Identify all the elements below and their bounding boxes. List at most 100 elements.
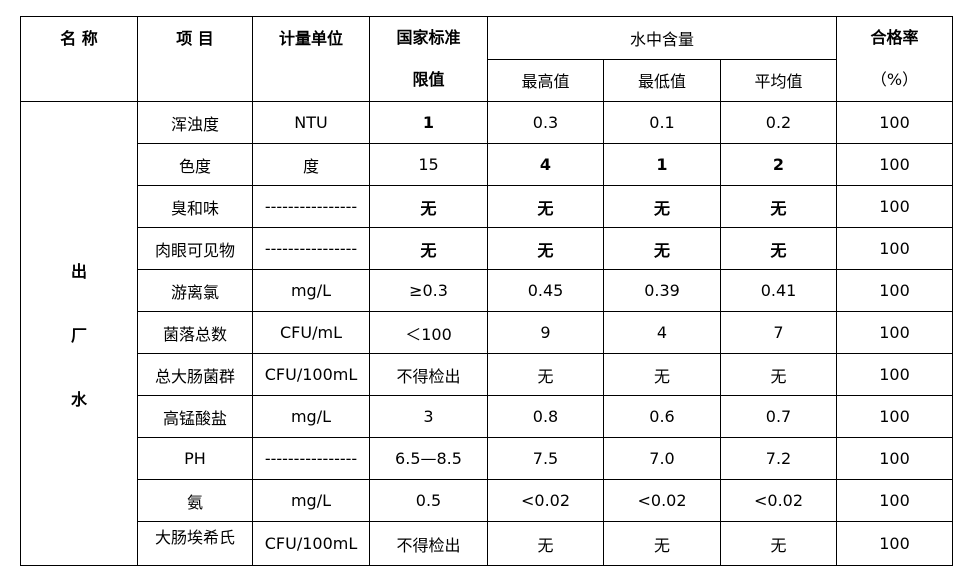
header-row: 最高值 最低值 平均值 bbox=[21, 58, 953, 102]
table-cell: 无 bbox=[720, 353, 837, 396]
table-cell: 2 bbox=[720, 143, 837, 186]
table-cell: 无 bbox=[720, 521, 837, 566]
table-cell: 度 bbox=[252, 143, 370, 186]
header-line: 合格率 bbox=[870, 28, 919, 47]
table-cell: 100 bbox=[836, 395, 953, 438]
table-cell: 7.5 bbox=[487, 437, 604, 480]
table-row: 大肠埃希氏 CFU/100mL 不得检出无无无 100 bbox=[21, 521, 953, 566]
table-row: 氨 mg/L 0.5 <0.02 <0.02 <0.02 100 bbox=[21, 479, 953, 522]
water-quality-table: 名 称 项 目 计量单位 国家标准限值 水中含量 合格率 （%） 最高值 最低值 … bbox=[20, 16, 953, 566]
table-cell: <0.02 bbox=[487, 479, 604, 522]
table-cell: 游离氯 bbox=[137, 269, 253, 312]
table-cell: 6.5—8.5 bbox=[369, 437, 488, 480]
table-cell: <0.02 bbox=[603, 479, 721, 522]
table-cell: ≥0.3 bbox=[369, 269, 488, 312]
table-cell: 7 bbox=[720, 311, 837, 354]
table-cell: 无 bbox=[720, 185, 837, 228]
header-cell: 计量单位 bbox=[252, 16, 370, 102]
table-cell: 不得检出 bbox=[369, 353, 488, 396]
header-cell: 国家标准 限值 bbox=[369, 16, 488, 102]
table-cell: 氨 bbox=[137, 479, 253, 522]
table-cell: 色度 bbox=[137, 143, 253, 186]
table-cell: ---------------- bbox=[252, 437, 370, 480]
table-cell: mg/L bbox=[252, 395, 370, 438]
table-cell: 无 bbox=[487, 353, 604, 396]
table-cell: 浑浊度 bbox=[137, 101, 253, 144]
header-cell: 最低值 bbox=[603, 58, 721, 102]
table-cell: 100 bbox=[836, 353, 953, 396]
table-cell: 1 bbox=[603, 143, 721, 186]
table-cell: 9 bbox=[487, 311, 604, 354]
header-cell: 项 目 bbox=[137, 16, 253, 102]
table-cell: 100 bbox=[836, 227, 953, 270]
table-cell: 100 bbox=[836, 269, 953, 312]
table-cell: 0.2 bbox=[720, 101, 837, 144]
table-cell: 肉眼可见物 bbox=[137, 227, 253, 270]
side-label: 水 bbox=[70, 389, 87, 409]
table-row: 高锰酸盐 mg/L 3 0.8 0.6 0.7 100 bbox=[21, 395, 953, 438]
side-label: 厂 bbox=[70, 325, 87, 345]
header-row: 名 称 项 目 计量单位 国家标准限值 水中含量 合格率 （%） bbox=[20, 16, 953, 102]
side-label: 出 bbox=[70, 261, 87, 281]
table-cell: 无 bbox=[603, 521, 721, 566]
header-line: （%） bbox=[870, 70, 919, 89]
table-cell: 总大肠菌群 bbox=[137, 353, 253, 396]
table-cell: 无 bbox=[603, 227, 721, 270]
table-cell: 100 bbox=[836, 101, 953, 144]
table-cell: 臭和味 bbox=[137, 185, 253, 228]
header-cell: 合格率 （%） bbox=[836, 16, 953, 102]
table-cell: 菌落总数 bbox=[137, 311, 253, 354]
table-cell: 0.3 bbox=[487, 101, 604, 144]
header-cell: 平均值 bbox=[720, 58, 837, 102]
table-cell: 3 bbox=[369, 395, 488, 438]
table-row: 肉眼可见物 ---------------- 无无无无 100 bbox=[21, 227, 953, 270]
table-cell: CFU/100mL bbox=[252, 353, 370, 396]
table-cell: 4 bbox=[603, 311, 721, 354]
table-cell: 0.8 bbox=[487, 395, 604, 438]
table-cell: 0.41 bbox=[720, 269, 837, 312]
header-cell: 名 称 bbox=[20, 16, 138, 102]
table-cell: 15 bbox=[369, 143, 488, 186]
table-cell: 7.2 bbox=[720, 437, 837, 480]
table-cell: 无 bbox=[603, 353, 721, 396]
table-cell: 0.6 bbox=[603, 395, 721, 438]
table-cell: 4 bbox=[487, 143, 604, 186]
side-label-cell: 出厂水 bbox=[20, 101, 138, 566]
table-body: 名 称 项 目 计量单位 国家标准限值 水中含量 合格率 （%） 最高值 最低值 … bbox=[20, 16, 953, 566]
table-cell: 大肠埃希氏 bbox=[137, 521, 253, 566]
table-cell: 无 bbox=[369, 185, 488, 228]
table-row: PH ---------------- 6.5—8.5 7.5 7.0 7.2 100 bbox=[21, 437, 953, 480]
table-cell: 无 bbox=[369, 227, 488, 270]
table-cell: 100 bbox=[836, 521, 953, 566]
table-cell: NTU bbox=[252, 101, 370, 144]
table-cell: 100 bbox=[836, 185, 953, 228]
table-row: 出厂水浑浊度 NTU 1 0.3 0.1 0.2 100 bbox=[20, 101, 953, 566]
header-cell: 水中含量 bbox=[487, 16, 837, 60]
header-line: 限值 bbox=[412, 70, 445, 89]
table-cell: 无 bbox=[720, 227, 837, 270]
table-cell: ＜100 bbox=[369, 311, 488, 354]
table-row: 色度度 15 4 1 2 100 bbox=[21, 143, 953, 186]
table-cell: 7.0 bbox=[603, 437, 721, 480]
table-cell: 100 bbox=[836, 479, 953, 522]
table-cell: <0.02 bbox=[720, 479, 837, 522]
table-cell: 0.45 bbox=[487, 269, 604, 312]
table-cell: 无 bbox=[487, 227, 604, 270]
table-cell: 高锰酸盐 bbox=[137, 395, 253, 438]
table-cell: 无 bbox=[603, 185, 721, 228]
header-cell: 最高值 bbox=[487, 58, 604, 102]
table-cell: PH bbox=[137, 437, 253, 480]
header-line: 国家标准 bbox=[396, 28, 461, 47]
table-cell: 无 bbox=[487, 185, 604, 228]
table-cell: 100 bbox=[836, 143, 953, 186]
table-row: 臭和味 ---------------- 无无无无 100 bbox=[21, 185, 953, 228]
table-cell: CFU/100mL bbox=[252, 521, 370, 566]
table-cell: mg/L bbox=[252, 269, 370, 312]
table-cell: 0.5 bbox=[369, 479, 488, 522]
table-cell: 100 bbox=[836, 437, 953, 480]
table-cell: 1 bbox=[369, 101, 488, 144]
table-cell: 100 bbox=[836, 311, 953, 354]
table-row: 总大肠菌群 CFU/100mL 不得检出无无无 100 bbox=[21, 353, 953, 396]
table-cell: ---------------- bbox=[252, 227, 370, 270]
